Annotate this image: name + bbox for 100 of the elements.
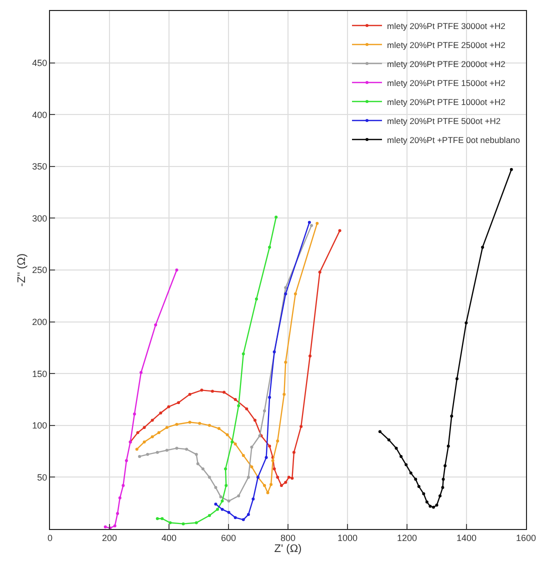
point bbox=[409, 472, 412, 475]
point bbox=[210, 390, 214, 393]
point bbox=[168, 521, 172, 524]
point bbox=[196, 462, 200, 466]
point bbox=[198, 422, 202, 425]
point bbox=[175, 268, 178, 272]
point bbox=[156, 450, 159, 454]
point bbox=[150, 435, 154, 438]
x-tick-label: 1400 bbox=[456, 532, 477, 543]
legend-label: mlety 20%Pt PTFE 3000ot +H2 bbox=[387, 20, 506, 31]
point bbox=[159, 411, 162, 414]
legend-label: mlety 20%Pt PTFE 500ot +H2 bbox=[387, 116, 501, 126]
point bbox=[177, 401, 180, 404]
point bbox=[450, 414, 454, 418]
point bbox=[214, 486, 218, 490]
point bbox=[378, 430, 382, 434]
point bbox=[227, 500, 230, 503]
point bbox=[250, 465, 254, 468]
point bbox=[250, 446, 254, 449]
point bbox=[274, 216, 278, 219]
point bbox=[404, 463, 408, 466]
point bbox=[287, 476, 290, 479]
point bbox=[216, 508, 219, 511]
y-tick-label: 50 bbox=[37, 472, 48, 482]
point bbox=[481, 246, 484, 249]
y-tick-label: 450 bbox=[32, 58, 48, 68]
point bbox=[175, 422, 178, 426]
point bbox=[146, 452, 150, 456]
point bbox=[446, 444, 450, 448]
line-series bbox=[128, 229, 342, 487]
point bbox=[154, 323, 158, 326]
point bbox=[292, 450, 296, 454]
point bbox=[220, 500, 224, 503]
x-tick-label: 1600 bbox=[516, 532, 536, 543]
point bbox=[276, 439, 280, 442]
point bbox=[268, 396, 272, 399]
point bbox=[142, 426, 146, 429]
point bbox=[246, 513, 250, 516]
point bbox=[455, 377, 458, 380]
point bbox=[245, 407, 248, 410]
point bbox=[194, 521, 198, 524]
point bbox=[167, 405, 170, 408]
point bbox=[165, 426, 168, 429]
point bbox=[208, 424, 211, 427]
point bbox=[394, 446, 398, 450]
line-series bbox=[104, 268, 178, 529]
x-tick-label: 200 bbox=[102, 532, 118, 543]
y-tick-label: 300 bbox=[32, 213, 48, 224]
point bbox=[135, 448, 138, 451]
point bbox=[318, 270, 322, 274]
point bbox=[284, 480, 288, 484]
point bbox=[175, 446, 178, 450]
point bbox=[220, 508, 224, 511]
point bbox=[442, 478, 445, 481]
line-series bbox=[214, 220, 311, 522]
point bbox=[294, 292, 297, 296]
point bbox=[284, 360, 288, 364]
point bbox=[417, 485, 420, 488]
x-tick-label: 1000 bbox=[337, 532, 358, 543]
point bbox=[234, 398, 237, 401]
point bbox=[136, 431, 140, 434]
point bbox=[276, 476, 280, 479]
point bbox=[387, 438, 390, 442]
y-tick-label: 150 bbox=[32, 368, 48, 379]
point bbox=[308, 220, 311, 224]
point bbox=[237, 494, 240, 498]
point bbox=[160, 517, 164, 520]
y-axis-title: -Z'' (Ω) bbox=[16, 253, 28, 287]
x-tick-label: 400 bbox=[161, 532, 177, 543]
point bbox=[234, 442, 237, 446]
point bbox=[268, 246, 272, 249]
point bbox=[338, 229, 342, 232]
point bbox=[254, 298, 258, 301]
legend-label: mlety 20%Pt PTFE 2000ot +H2 bbox=[387, 58, 506, 69]
point bbox=[428, 504, 432, 508]
point bbox=[165, 448, 168, 452]
y-tick-label: 200 bbox=[32, 316, 48, 327]
point bbox=[208, 476, 211, 479]
point bbox=[224, 467, 228, 470]
point bbox=[271, 459, 274, 462]
point bbox=[282, 392, 286, 396]
point bbox=[435, 504, 438, 507]
point bbox=[510, 168, 513, 172]
x-tick-label: 1200 bbox=[396, 532, 418, 543]
point bbox=[246, 476, 250, 479]
point bbox=[438, 494, 442, 498]
point bbox=[116, 512, 120, 515]
point bbox=[230, 440, 234, 444]
point bbox=[242, 518, 245, 522]
point bbox=[124, 459, 128, 462]
point bbox=[104, 525, 107, 528]
y-tick-label: 100 bbox=[32, 420, 48, 431]
point bbox=[138, 454, 142, 458]
x-tick-label: 800 bbox=[280, 532, 296, 543]
point bbox=[150, 418, 154, 422]
point bbox=[227, 510, 230, 514]
point bbox=[201, 467, 204, 470]
point bbox=[200, 388, 204, 392]
point bbox=[264, 456, 268, 460]
point bbox=[234, 516, 237, 520]
